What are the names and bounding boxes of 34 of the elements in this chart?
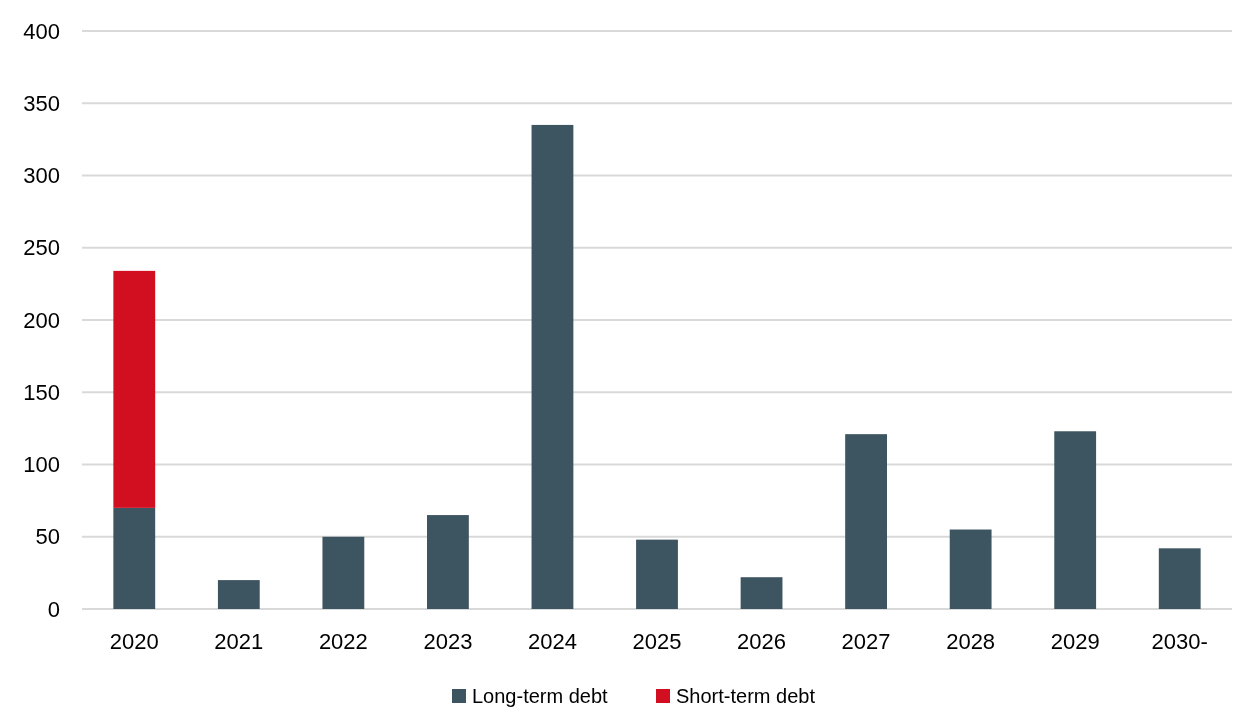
x-tick-label: 2020 [109,628,159,654]
legend-label: Long-term debt [472,685,609,707]
x-tick-label: 2029 [1050,628,1100,654]
bar [427,515,469,609]
bar [636,539,678,609]
bar [531,124,574,609]
x-tick-label: 2030- [1151,628,1208,654]
bar [845,434,887,609]
x-tick-label: 2023 [423,628,473,654]
x-tick-label: 2021 [214,628,264,654]
y-tick-label: 50 [35,524,60,550]
y-tick-label: 300 [23,163,60,188]
y-tick-label: 100 [23,452,60,477]
y-tick-label: 350 [23,90,60,116]
bar [1158,548,1201,609]
x-tick-label: 2025 [632,628,682,654]
y-tick-label: 400 [23,18,60,44]
x-tick-label: 2026 [737,628,787,654]
bar [217,580,260,609]
x-tick-label: 2024 [527,628,577,654]
y-tick-label: 150 [23,379,60,405]
legend-label: Short-term debt [676,685,816,707]
x-tick-label: 2022 [318,628,368,654]
x-tick-label: 2028 [946,628,996,654]
bar [113,507,156,609]
bar [322,536,365,609]
y-tick-label: 250 [23,235,60,261]
bar [949,529,992,609]
y-tick-label: 200 [23,307,60,333]
y-tick-label: 0 [47,596,60,622]
bar [113,270,156,508]
bar [1054,431,1097,609]
bar [740,577,783,609]
x-tick-label: 2027 [841,628,891,654]
